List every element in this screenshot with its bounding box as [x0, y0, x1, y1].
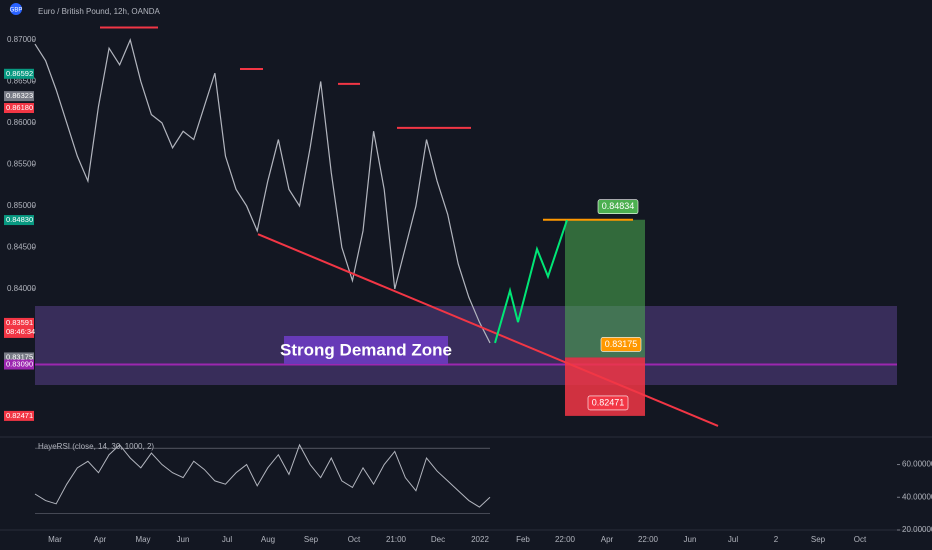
- x-tick-label: 21:00: [386, 535, 407, 544]
- y-tick-label: 0.85000: [7, 201, 36, 210]
- x-tick-label: 2022: [471, 535, 489, 544]
- y-tick-label: 0.85500: [7, 160, 36, 169]
- price-badge: [4, 215, 34, 226]
- demand-zone: [35, 305, 897, 386]
- price-badge-label: 0.86592: [6, 69, 33, 78]
- symbol-icon: [10, 3, 22, 15]
- symbol-badge: GBP: [10, 8, 23, 14]
- position-label-bg: [597, 199, 639, 215]
- x-tick-label: Jul: [728, 535, 738, 544]
- profit-zone: [565, 219, 645, 358]
- x-tick-label: Sep: [811, 535, 826, 544]
- price-badge-label: 0.83591: [6, 318, 33, 327]
- x-tick-label: Jul: [222, 535, 232, 544]
- x-tick-label: Feb: [516, 535, 530, 544]
- price-badge: [4, 410, 34, 421]
- zone-label-bg: [284, 336, 448, 364]
- rsi-line: [34, 443, 491, 508]
- y-tick-label: 0.84000: [7, 284, 36, 293]
- price-badge-label: 0.83090: [6, 359, 33, 368]
- x-tick-label: Aug: [261, 535, 275, 544]
- price-badge-label: 0.86180: [6, 103, 33, 112]
- y-tick-label: 0.86500: [7, 77, 36, 86]
- position-label: 0.84834: [602, 201, 635, 211]
- chart-title: Euro / British Pound, 12h, OANDA: [38, 7, 161, 16]
- price-badge: [4, 359, 34, 370]
- x-tick-label: Oct: [854, 535, 867, 544]
- position-label: 0.83175: [605, 339, 638, 349]
- x-tick-label: 22:00: [555, 535, 576, 544]
- price-badge-label: 0.84830: [6, 215, 33, 224]
- price-badge: [4, 102, 34, 113]
- y-tick-label: 0.86000: [7, 118, 36, 127]
- x-tick-label: Dec: [431, 535, 445, 544]
- price-badge-label: 0.82471: [6, 411, 33, 420]
- rsi-tick-label: 40.00000: [902, 492, 932, 501]
- position-label: 0.82471: [592, 397, 625, 407]
- zone-label: Strong Demand Zone: [280, 340, 452, 359]
- x-tick-label: 22:00: [638, 535, 659, 544]
- price-badge: [4, 68, 34, 79]
- price-countdown: 08:46:34: [6, 327, 35, 336]
- indicator-title: HayeRSI (close, 14, 30, 1000, 2): [38, 442, 154, 451]
- x-tick-label: Jun: [177, 535, 190, 544]
- position-label-bg: [600, 337, 642, 352]
- x-tick-label: 2: [774, 535, 779, 544]
- y-tick-label: 0.87000: [7, 35, 36, 44]
- projection: [494, 219, 568, 344]
- x-tick-label: May: [135, 535, 150, 544]
- rsi-tick-label: 60.00000: [902, 460, 932, 469]
- y-tick-label: 0.84500: [7, 243, 36, 252]
- x-tick-label: Sep: [304, 535, 319, 544]
- rsi-tick-label: 20.00000: [902, 525, 932, 534]
- price-line: [34, 38, 491, 344]
- x-tick-label: Apr: [94, 535, 107, 544]
- price-badge-label: 0.86323: [6, 91, 33, 100]
- price-badge-label: 0.83175: [6, 352, 33, 361]
- x-tick-label: Jun: [684, 535, 697, 544]
- price-badge: [4, 352, 34, 363]
- price-badge: [4, 91, 34, 102]
- x-tick-label: Oct: [348, 535, 361, 544]
- x-tick-label: Apr: [601, 535, 614, 544]
- x-tick-label: Mar: [48, 535, 62, 544]
- price-badge: [4, 317, 34, 338]
- position-label-bg: [587, 395, 629, 411]
